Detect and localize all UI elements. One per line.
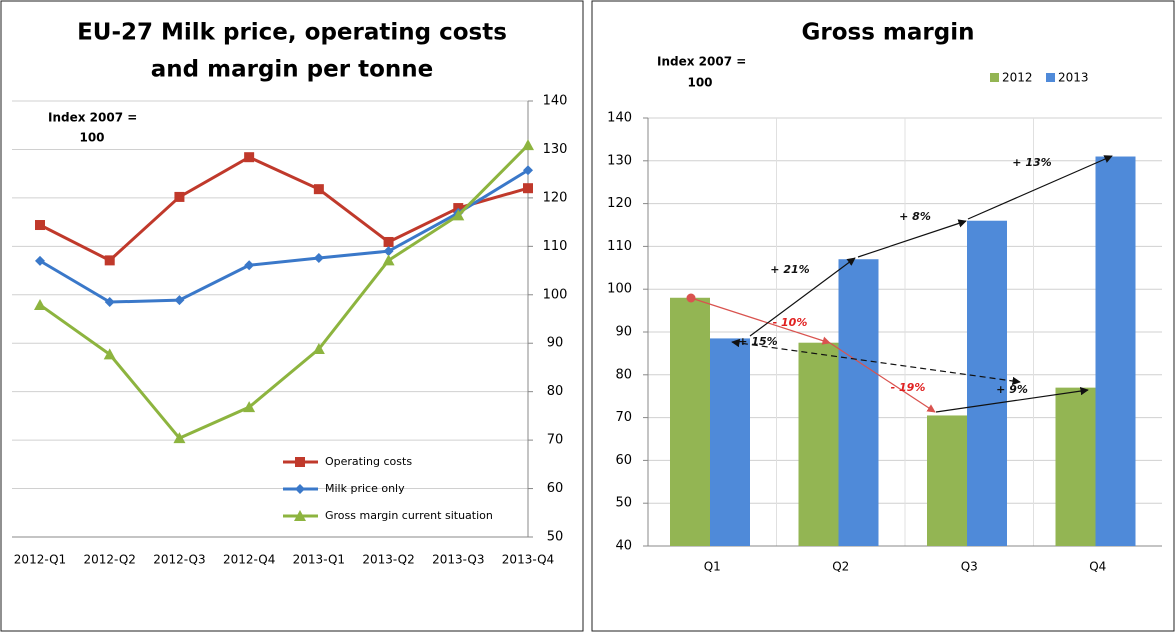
y-tick-label: 90 bbox=[547, 336, 564, 351]
panel-left bbox=[0, 0, 584, 632]
marker bbox=[295, 484, 305, 494]
series-line bbox=[39, 168, 529, 304]
marker bbox=[103, 348, 116, 360]
marker bbox=[312, 343, 325, 355]
y-tick-label: 100 bbox=[607, 282, 632, 297]
x-tick-label: 2012-Q4 bbox=[223, 553, 275, 567]
marker bbox=[313, 184, 324, 195]
marker bbox=[174, 295, 185, 306]
legend-label: Gross margin current situation bbox=[325, 509, 493, 522]
x-tick-label: 2012-Q3 bbox=[153, 553, 205, 567]
marker bbox=[244, 152, 255, 163]
marker bbox=[174, 191, 185, 202]
y-tick-label: 120 bbox=[607, 196, 632, 211]
y-tick-label: 110 bbox=[543, 239, 568, 254]
marker bbox=[383, 246, 394, 257]
marker bbox=[523, 183, 533, 194]
x-tick-label: Q2 bbox=[832, 560, 849, 574]
arrow-label: + 15% bbox=[738, 335, 777, 348]
x-tick-label: Q4 bbox=[1089, 560, 1106, 574]
marker bbox=[294, 510, 306, 521]
marker bbox=[35, 255, 45, 266]
bar bbox=[1095, 156, 1136, 546]
y-tick-label: 130 bbox=[607, 153, 632, 168]
bar bbox=[1055, 387, 1096, 546]
annotation: Index 2007 = bbox=[657, 55, 746, 69]
y-tick-label: 120 bbox=[543, 190, 568, 205]
legend-label: 2013 bbox=[1058, 71, 1089, 85]
marker bbox=[244, 260, 255, 271]
annotation: Index 2007 = bbox=[48, 111, 137, 125]
x-tick-label: Q1 bbox=[704, 560, 721, 574]
marker bbox=[452, 209, 465, 221]
marker bbox=[382, 254, 395, 266]
arrow-label: - 10% bbox=[773, 316, 808, 329]
arrow-label: + 9% bbox=[996, 383, 1028, 396]
y-tick-label: 60 bbox=[615, 453, 632, 468]
y-tick-label: 40 bbox=[615, 539, 632, 554]
marker bbox=[383, 236, 394, 247]
arrow bbox=[857, 219, 967, 258]
chart-title: and margin per tonne bbox=[151, 57, 433, 83]
legend-swatch bbox=[1046, 73, 1055, 82]
x-tick-label: 2012-Q1 bbox=[14, 553, 66, 567]
y-tick-label: 50 bbox=[547, 530, 564, 545]
x-tick-label: 2013-Q1 bbox=[293, 553, 345, 567]
x-tick-label: 2013-Q3 bbox=[432, 553, 484, 567]
y-tick-label: 70 bbox=[547, 433, 564, 448]
x-tick-label: 2013-Q2 bbox=[362, 553, 414, 567]
series-line bbox=[39, 144, 530, 441]
marker bbox=[173, 432, 186, 444]
legend-swatch bbox=[990, 73, 999, 82]
legend-label: Operating costs bbox=[325, 455, 412, 468]
bar bbox=[838, 259, 879, 546]
marker bbox=[522, 139, 534, 151]
marker bbox=[295, 457, 305, 467]
y-tick-label: 90 bbox=[615, 325, 632, 340]
x-tick-label: 2012-Q2 bbox=[84, 553, 136, 567]
y-tick-label: 130 bbox=[543, 142, 568, 157]
arrow-label: - 19% bbox=[891, 381, 926, 394]
arrow-label: + 21% bbox=[770, 263, 809, 276]
bar bbox=[670, 297, 710, 546]
marker bbox=[313, 252, 324, 263]
marker bbox=[523, 165, 533, 176]
x-tick-label: Q3 bbox=[961, 560, 978, 574]
arrow bbox=[749, 257, 856, 337]
y-tick-label: 80 bbox=[615, 367, 632, 382]
bar bbox=[927, 415, 967, 546]
marker bbox=[34, 298, 46, 310]
annotation: 100 bbox=[79, 131, 104, 145]
arrow bbox=[967, 155, 1113, 220]
y-tick-label: 140 bbox=[607, 111, 632, 126]
y-tick-label: 140 bbox=[543, 94, 568, 109]
marker bbox=[104, 297, 115, 308]
marker bbox=[104, 255, 115, 266]
y-tick-label: 60 bbox=[547, 481, 564, 496]
arrow-label: + 8% bbox=[899, 210, 931, 223]
arrow bbox=[690, 297, 831, 345]
marker bbox=[35, 220, 45, 231]
chart-title: EU-27 Milk price, operating costs bbox=[77, 20, 507, 46]
arrow bbox=[935, 386, 1089, 413]
x-tick-label: 2013-Q4 bbox=[502, 553, 554, 567]
chart-title: Gross margin bbox=[802, 20, 975, 46]
y-tick-label: 80 bbox=[547, 384, 564, 399]
y-tick-label: 50 bbox=[615, 496, 632, 511]
marker bbox=[243, 401, 256, 413]
bar bbox=[798, 342, 839, 546]
y-tick-label: 110 bbox=[607, 239, 632, 254]
legend-label: 2012 bbox=[1002, 71, 1033, 85]
series-line bbox=[39, 155, 529, 263]
y-tick-label: 70 bbox=[615, 410, 632, 425]
annotation: 100 bbox=[687, 76, 712, 90]
arrow-label: + 13% bbox=[1012, 156, 1051, 169]
y-tick-label: 100 bbox=[543, 287, 568, 302]
bar bbox=[710, 338, 750, 546]
legend-label: Milk price only bbox=[325, 482, 405, 495]
arrow bbox=[731, 338, 1021, 386]
